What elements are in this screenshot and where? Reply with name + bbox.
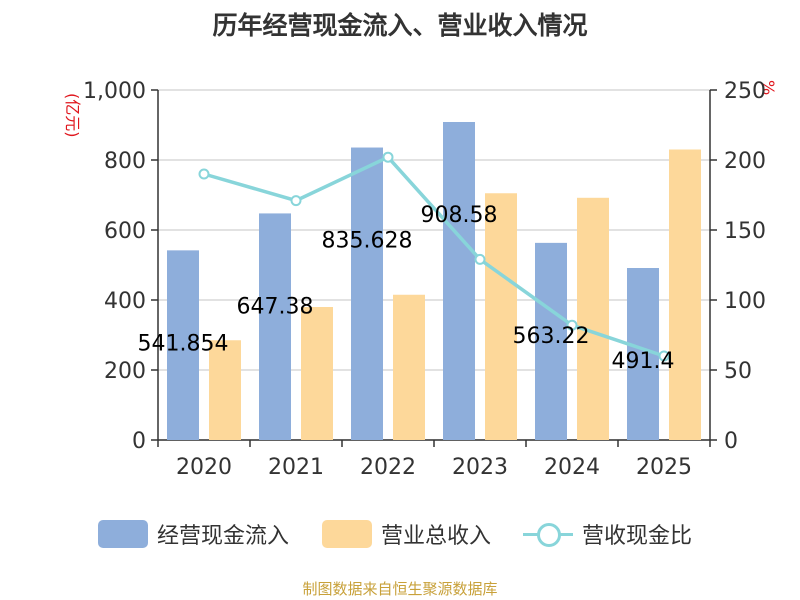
y-right-tick-label: 0: [724, 429, 738, 454]
bar-cash-inflow: [351, 147, 383, 440]
legend-label-cash-ratio: 营收现金比: [582, 524, 693, 549]
x-tick-label: 2023: [452, 455, 508, 480]
point-cash-ratio: [290, 195, 302, 207]
data-label-cash-inflow: 908.58: [421, 203, 498, 228]
x-tick-label: 2024: [544, 455, 600, 480]
y-right-tick-label: 250: [724, 79, 766, 104]
legend-swatch-revenue: [322, 520, 372, 548]
bar-revenue: [209, 340, 241, 440]
data-label-cash-inflow: 563.22: [513, 324, 590, 349]
x-tick-label: 2021: [268, 455, 324, 480]
legend-label-revenue: 营业总收入: [381, 524, 492, 549]
point-cash-ratio: [474, 253, 486, 265]
bar-revenue: [393, 294, 425, 440]
legend-swatch-cash-ratio: [523, 520, 573, 548]
x-tick-label: 2022: [360, 455, 416, 480]
data-label-cash-inflow: 647.38: [237, 294, 314, 319]
bar-cash-inflow: [443, 121, 475, 440]
chart-title: 历年经营现金流入、营业收入情况: [212, 11, 588, 40]
bar-revenue: [301, 307, 333, 440]
x-tick-label: 2020: [176, 455, 232, 480]
x-tick-label: 2025: [636, 455, 692, 480]
data-label-cash-inflow: 541.854: [138, 331, 229, 356]
bar-cash-inflow: [259, 213, 291, 440]
point-cash-ratio: [198, 168, 210, 180]
data-source-note: 制图数据来自恒生聚源数据库: [302, 580, 498, 598]
data-label-cash-inflow: 491.4: [612, 349, 675, 374]
y-right-tick-label: 200: [724, 149, 766, 174]
point-cash-ratio: [658, 350, 670, 362]
legend-item-cash-ratio[interactable]: 营收现金比: [523, 517, 692, 551]
legend-item-revenue[interactable]: 营业总收入: [322, 517, 491, 551]
y-right-tick-label: 50: [724, 359, 752, 384]
bar-revenue: [485, 193, 517, 440]
y-left-tick-label: 800: [104, 149, 146, 174]
bar-revenue: [669, 149, 701, 440]
legend-item-cash-inflow[interactable]: 经营现金流入: [98, 517, 289, 551]
line-cash-ratio: [203, 155, 665, 358]
y-left-tick-label: 0: [132, 429, 146, 454]
y-left-tick-label: 1,000: [83, 79, 146, 104]
bar-cash-inflow: [535, 242, 567, 440]
legend-label-cash-inflow: 经营现金流入: [157, 524, 290, 549]
y-left-tick-label: 600: [104, 219, 146, 244]
legend-swatch-cash-inflow: [98, 520, 148, 548]
legend: 经营现金流入 营业总收入 营收现金比: [0, 517, 800, 551]
y-left-tick-label: 200: [104, 359, 146, 384]
combo-chart: 0 200 400 600 800 1,000 0 50 100 150 200 250 2020 202…: [83, 79, 766, 480]
y-right-tick-label: 100: [724, 289, 766, 314]
y-left-tick-label: 400: [104, 289, 146, 314]
bar-cash-inflow: [167, 250, 199, 440]
y-right-tick-label: 150: [724, 219, 766, 244]
point-cash-ratio: [566, 319, 578, 331]
point-cash-ratio: [382, 151, 394, 163]
data-label-cash-inflow: 835.628: [322, 229, 413, 254]
bar-revenue: [577, 197, 609, 440]
